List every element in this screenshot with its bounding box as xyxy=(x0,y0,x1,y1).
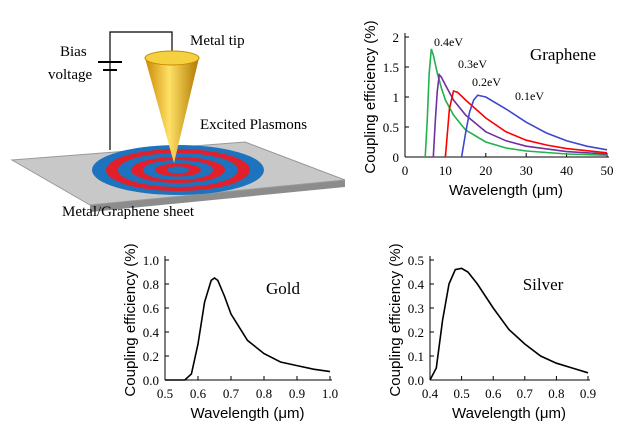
x-tick-label: 40 xyxy=(560,163,573,178)
y-tick-label: 0 xyxy=(393,150,400,165)
x-tick-label: 30 xyxy=(520,163,533,178)
x-tick-label: 0.6 xyxy=(190,386,207,401)
label: Metal/Graphene sheet xyxy=(62,204,195,220)
x-axis-label: Wavelength (μm) xyxy=(452,405,566,422)
x-tick-label: 0 xyxy=(402,163,409,178)
x-tick-label: 50 xyxy=(601,163,614,178)
x-tick-label: 0.5 xyxy=(157,386,173,401)
y-axis-label: Coupling efficiency (%) xyxy=(122,243,139,396)
series-line xyxy=(165,278,330,380)
annotation: Silver xyxy=(523,275,564,294)
y-tick-label: 0.5 xyxy=(383,120,399,135)
x-tick-label: 0.4 xyxy=(422,386,439,401)
y-axis-label: Coupling efficiency (%) xyxy=(362,20,379,173)
x-tick-label: 0.7 xyxy=(223,386,240,401)
y-tick-label: 2 xyxy=(393,30,400,45)
x-tick-label: 0.5 xyxy=(453,386,469,401)
y-tick-label: 1.5 xyxy=(383,60,399,75)
figure: Bias voltage Metal tip Excited Plasmons … xyxy=(0,0,628,438)
y-tick-label: 0.8 xyxy=(143,277,159,292)
x-tick-label: 0.9 xyxy=(580,386,596,401)
y-tick-label: 1 xyxy=(393,90,400,105)
x-axis-label: Wavelength (μm) xyxy=(449,182,563,199)
tip-top xyxy=(145,51,199,65)
x-tick-label: 0.8 xyxy=(256,386,272,401)
y-tick-label: 0.2 xyxy=(408,325,424,340)
x-axis-label: Wavelength (μm) xyxy=(191,405,305,422)
series-label: 0.3eV xyxy=(458,57,487,71)
x-tick-label: 20 xyxy=(479,163,492,178)
label: Metal tip xyxy=(190,33,245,49)
series-label: 0.2eV xyxy=(472,75,501,89)
y-tick-label: 0.2 xyxy=(143,349,159,364)
y-tick-label: 0.3 xyxy=(408,301,424,316)
x-tick-label: 0.6 xyxy=(485,386,502,401)
label: voltage xyxy=(48,67,92,83)
y-tick-label: 0.4 xyxy=(143,325,160,340)
y-axis-label: Coupling efficiency (%) xyxy=(387,243,404,396)
x-tick-label: 0.7 xyxy=(517,386,534,401)
label: Bias xyxy=(60,44,87,60)
y-tick-label: 0.4 xyxy=(408,277,425,292)
annotation: Graphene xyxy=(530,45,596,64)
y-tick-label: 1.0 xyxy=(143,253,159,268)
x-tick-label: 0.8 xyxy=(548,386,564,401)
x-tick-label: 10 xyxy=(439,163,452,178)
x-tick-label: 1.0 xyxy=(322,386,338,401)
x-tick-label: 0.9 xyxy=(289,386,305,401)
diagram: Bias voltage Metal tip Excited Plasmons … xyxy=(12,32,345,220)
series-line xyxy=(425,49,607,157)
y-tick-label: 0.5 xyxy=(408,253,424,268)
y-tick-label: 0.6 xyxy=(143,301,160,316)
series-label: 0.4eV xyxy=(434,35,463,49)
series-label: 0.1eV xyxy=(515,89,544,103)
label: Excited Plasmons xyxy=(200,117,307,133)
annotation: Gold xyxy=(266,279,301,298)
series-line xyxy=(430,268,588,380)
ring xyxy=(167,167,189,174)
y-tick-label: 0.1 xyxy=(408,349,424,364)
